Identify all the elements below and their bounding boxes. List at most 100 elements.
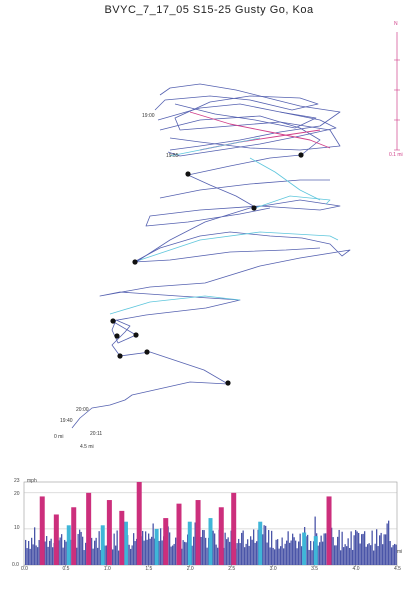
speed-bar bbox=[175, 537, 177, 565]
track-marker bbox=[132, 259, 138, 265]
speed-bar-cyan bbox=[302, 532, 307, 565]
speed-bar bbox=[332, 537, 334, 565]
speed-bar bbox=[340, 550, 342, 565]
speed-bar bbox=[173, 543, 175, 565]
speed-bar bbox=[214, 533, 216, 565]
speed-bar bbox=[256, 541, 258, 565]
x-tick-label: 0.5 bbox=[62, 566, 70, 572]
track-tangle-pink bbox=[189, 111, 331, 149]
speed-bar-pink bbox=[176, 503, 182, 565]
speed-bar bbox=[289, 542, 291, 565]
speed-bar bbox=[247, 539, 249, 565]
speed-bar bbox=[364, 531, 366, 565]
y-tick-20: 20 bbox=[14, 491, 20, 497]
speed-bar bbox=[65, 541, 67, 565]
track-marker bbox=[133, 332, 139, 338]
speed-bar bbox=[262, 534, 264, 565]
speed-bar-pink bbox=[39, 496, 45, 565]
track-marker bbox=[185, 171, 191, 177]
speed-bar bbox=[191, 545, 193, 565]
speed-bar bbox=[313, 541, 315, 565]
speed-chart bbox=[23, 481, 398, 567]
track-leg-mid-light bbox=[133, 231, 339, 263]
speed-bar-pink bbox=[231, 492, 237, 565]
speed-bar bbox=[274, 549, 276, 565]
speed-bar bbox=[44, 541, 46, 565]
speed-bar bbox=[322, 541, 324, 565]
speed-bar bbox=[349, 547, 351, 565]
speed-bar bbox=[290, 540, 292, 565]
speed-bar bbox=[358, 532, 360, 565]
speed-bar bbox=[338, 529, 340, 565]
speed-bar bbox=[134, 541, 136, 565]
x-tick-label: 3.0 bbox=[269, 566, 277, 572]
speed-bar bbox=[287, 531, 289, 565]
speed-bar bbox=[257, 529, 259, 565]
speed-bar bbox=[283, 548, 285, 565]
speed-bar bbox=[269, 547, 271, 565]
track-tangle-4 bbox=[174, 103, 317, 129]
speed-bar bbox=[52, 547, 54, 565]
speed-bar bbox=[346, 546, 348, 565]
distance-label-end: 4.5 mi bbox=[80, 444, 94, 450]
speed-bar bbox=[230, 530, 232, 565]
y-tick-0: 0.0 bbox=[12, 562, 19, 568]
speed-bar bbox=[35, 545, 37, 565]
speed-bar bbox=[356, 531, 358, 565]
speed-bar bbox=[319, 542, 321, 565]
speed-bar bbox=[382, 544, 384, 565]
speed-bar bbox=[242, 530, 244, 565]
y-axis-label: mph bbox=[27, 478, 37, 484]
speed-bar bbox=[79, 529, 81, 565]
speed-bar bbox=[130, 548, 132, 565]
speed-bar-cyan bbox=[187, 521, 192, 565]
speed-bar bbox=[317, 545, 319, 565]
speed-bar bbox=[146, 539, 148, 565]
speed-bar bbox=[277, 539, 279, 565]
speed-bar-pink bbox=[53, 514, 59, 565]
track-marker bbox=[298, 152, 304, 158]
speed-bar bbox=[296, 548, 298, 565]
speed-bar bbox=[373, 550, 375, 565]
time-label-top: 19:00 bbox=[142, 113, 155, 119]
speed-bar bbox=[376, 529, 378, 565]
speed-bar bbox=[61, 534, 63, 565]
speed-bar bbox=[215, 544, 217, 565]
speed-bar-pink bbox=[119, 510, 125, 565]
speed-bar bbox=[112, 549, 114, 565]
speed-bar bbox=[98, 531, 100, 565]
speed-bar bbox=[371, 530, 373, 565]
track-tangle-pink-2 bbox=[199, 129, 321, 151]
speed-bar bbox=[85, 542, 87, 565]
speed-bar bbox=[365, 546, 367, 565]
speed-bar bbox=[238, 538, 240, 565]
y-tick-10: 10 bbox=[14, 525, 20, 531]
speed-bar bbox=[224, 532, 226, 565]
speed-bar bbox=[38, 540, 40, 565]
speed-bar bbox=[374, 543, 376, 565]
track-tangle-2 bbox=[154, 95, 341, 151]
speed-bar bbox=[97, 547, 99, 565]
speed-bar bbox=[31, 537, 33, 565]
speed-bar bbox=[145, 531, 147, 565]
page-title: BVYC_7_17_05 S15-25 Gusty Go, Koa bbox=[104, 4, 314, 16]
speed-bar-pink bbox=[195, 500, 201, 565]
speed-bar bbox=[91, 537, 93, 565]
speed-bar bbox=[212, 530, 214, 565]
x-tick-label: 4.0 bbox=[352, 566, 360, 572]
speed-bar-cyan bbox=[313, 536, 318, 565]
speed-bar-cyan bbox=[154, 528, 159, 565]
speed-bar bbox=[395, 544, 397, 565]
speed-bar bbox=[253, 529, 255, 565]
speed-bar-pink bbox=[136, 482, 142, 565]
speed-bar bbox=[203, 530, 205, 565]
speed-bar bbox=[49, 540, 51, 565]
speed-bar bbox=[280, 546, 282, 565]
speed-bar bbox=[286, 540, 288, 565]
speed-bar bbox=[323, 533, 325, 565]
speed-bar bbox=[301, 546, 303, 565]
speed-bar bbox=[352, 549, 354, 565]
speed-bar-pink bbox=[86, 492, 92, 565]
speed-bar bbox=[263, 525, 265, 565]
